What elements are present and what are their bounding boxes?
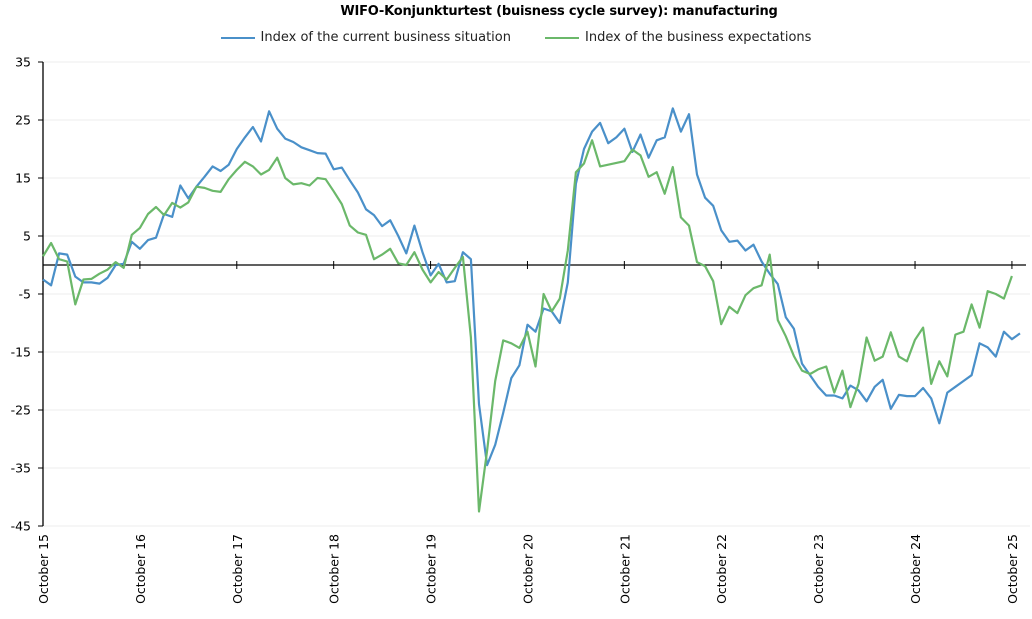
x-tick-label: October 19 xyxy=(424,534,439,604)
gridlines xyxy=(43,61,1030,527)
legend-item-current-situation: Index of the current business situation xyxy=(220,30,511,45)
x-tick-label: October 21 xyxy=(617,534,632,604)
y-tick-label: 25 xyxy=(15,113,31,128)
y-tick-label: -5 xyxy=(19,287,31,302)
y-tick-label: 15 xyxy=(15,171,31,186)
x-tick-label: October 25 xyxy=(1005,534,1020,604)
legend-item-expectations: Index of the business expectations xyxy=(545,30,811,45)
x-tick-label: October 24 xyxy=(908,534,923,604)
y-tick-label: -15 xyxy=(11,345,31,360)
series-lines xyxy=(42,107,1021,513)
y-tick-label: -25 xyxy=(11,403,31,418)
y-axis: 35 25 15 5 -5 -15 -25 -35 -45 xyxy=(11,55,44,534)
x-tick-label: October 16 xyxy=(133,534,148,604)
y-tick-label: -35 xyxy=(11,461,31,476)
x-tick-label: October 22 xyxy=(714,534,729,604)
x-tick-label: October 17 xyxy=(230,534,245,604)
y-tick-label: 5 xyxy=(23,229,31,244)
y-tick-label: -45 xyxy=(11,519,31,534)
chart-title: WIFO-Konjunkturtest (buisness cycle surv… xyxy=(340,4,778,19)
x-tick-label: October 15 xyxy=(36,534,51,604)
x-axis: October 15 October 16 October 17 October 18… xyxy=(36,261,1026,604)
x-tick-label: October 23 xyxy=(811,534,826,604)
x-tick-label: October 20 xyxy=(520,534,535,604)
legend-label-current-situation: Index of the current business situation xyxy=(260,30,511,45)
x-tick-label: October 18 xyxy=(327,534,342,604)
legend-swatch-expectations xyxy=(545,36,579,39)
y-tick-label: 35 xyxy=(15,55,31,70)
legend-label-expectations: Index of the business expectations xyxy=(585,30,812,45)
series-line-current-situation xyxy=(42,107,1021,467)
legend-swatch-current-situation xyxy=(220,36,255,39)
legend: Index of the current business situation … xyxy=(0,30,1032,45)
series-line-expectations xyxy=(42,139,1013,513)
